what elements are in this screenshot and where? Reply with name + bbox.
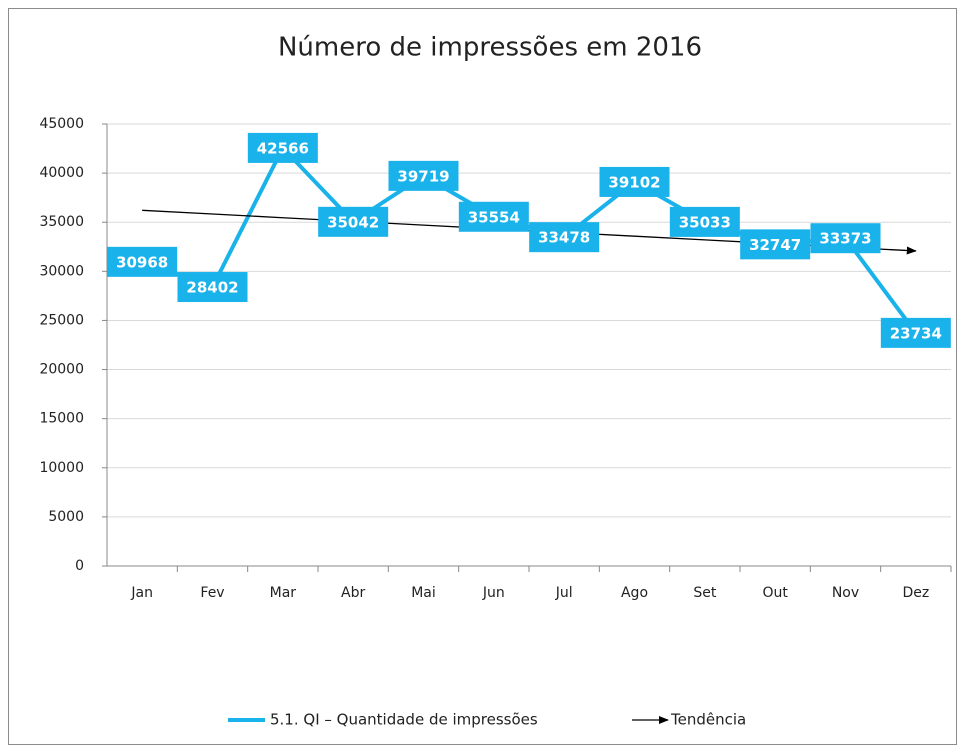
x-tick-label: Jun <box>482 585 505 601</box>
x-tick-label: Dez <box>902 585 929 601</box>
y-tick-label: 0 <box>75 558 84 574</box>
data-label: 32747 <box>749 236 801 254</box>
x-tick-label: Mai <box>411 585 436 601</box>
data-label-box <box>107 246 178 277</box>
data-label: 35033 <box>679 213 731 231</box>
data-label: 35554 <box>468 208 520 226</box>
legend-label: 5.1. QI – Quantidade de impressões <box>270 711 538 729</box>
data-label-box <box>318 206 389 237</box>
x-tick-label: Mar <box>270 585 297 601</box>
data-label: 39102 <box>608 173 660 191</box>
x-tick-label: Abr <box>341 585 365 601</box>
data-label-box <box>810 223 881 254</box>
x-tick-label: Set <box>693 585 717 601</box>
data-label: 42566 <box>257 139 309 157</box>
x-tick-label: Fev <box>200 585 224 601</box>
y-tick-label: 20000 <box>39 362 84 378</box>
data-label: 35042 <box>327 213 379 231</box>
data-label-box <box>458 201 529 232</box>
data-label-box <box>177 272 248 303</box>
data-label: 28402 <box>186 279 238 297</box>
x-tick-label: Out <box>762 585 788 601</box>
data-label-box <box>669 206 740 237</box>
x-tick-label: Ago <box>621 585 648 601</box>
data-label-box <box>247 132 318 163</box>
data-label: 33373 <box>819 230 871 248</box>
y-tick-label: 15000 <box>39 411 84 427</box>
legend-label: Tendência <box>670 711 746 729</box>
data-label-box <box>880 317 951 348</box>
y-tick-label: 10000 <box>39 460 84 476</box>
x-tick-label: Jan <box>130 585 153 601</box>
y-tick-label: 30000 <box>39 263 84 279</box>
x-tick-label: Jul <box>555 585 573 601</box>
data-label: 39719 <box>397 167 449 185</box>
data-label-box <box>388 160 459 191</box>
chart-title: Número de impressões em 2016 <box>278 33 702 63</box>
data-label-box <box>599 166 670 197</box>
data-label: 23734 <box>890 324 942 342</box>
chart-frame <box>8 8 957 745</box>
data-label-box <box>529 222 600 253</box>
y-tick-label: 35000 <box>39 214 84 230</box>
data-label: 30968 <box>116 253 168 271</box>
y-tick-label: 45000 <box>39 116 84 132</box>
x-tick-label: Nov <box>832 585 859 601</box>
y-tick-label: 40000 <box>39 165 84 181</box>
y-tick-label: 25000 <box>39 312 84 328</box>
y-tick-label: 5000 <box>48 509 84 525</box>
data-label-box <box>740 229 811 260</box>
data-label: 33478 <box>538 229 590 247</box>
